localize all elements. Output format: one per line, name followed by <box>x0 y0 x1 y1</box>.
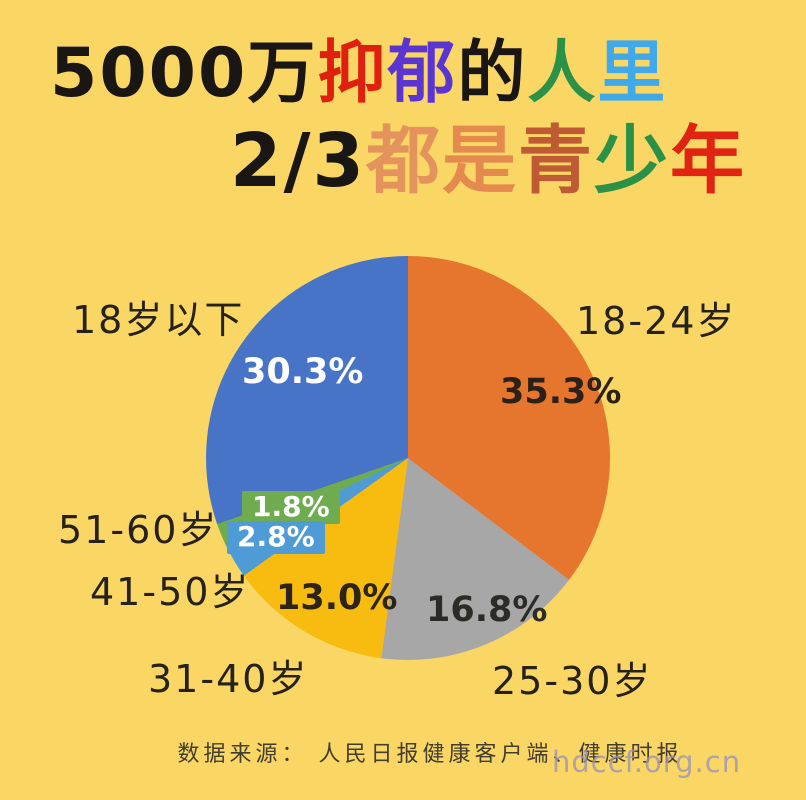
title-char: 里 <box>597 34 668 113</box>
title-line-2: 2/3都是青少年 <box>230 124 746 198</box>
pie-label-18-24: 18-24岁 <box>576 299 737 343</box>
pie-value-18-24: 35.3% <box>500 372 622 412</box>
pie-value-under-18: 30.3% <box>242 352 364 392</box>
title-char: 少 <box>594 118 671 204</box>
title-char: 青 <box>518 118 595 204</box>
pie-label-41-50: 41-50岁 <box>90 570 251 614</box>
title-char: 0 <box>99 34 149 113</box>
pie-value-41-50-callout: 2.8% <box>227 521 325 554</box>
pie-label-31-40: 31-40岁 <box>148 657 309 701</box>
title-char: 0 <box>148 34 198 113</box>
title-char: 的 <box>457 34 528 113</box>
title-char: 是 <box>442 118 519 204</box>
title-line-1: 5000万抑郁的人里 <box>50 40 667 108</box>
title-char: 人 <box>527 34 598 113</box>
pie-value-51-60-callout: 1.8% <box>242 491 340 524</box>
title-char: 2 <box>230 118 284 204</box>
title-char: 郁 <box>387 34 458 113</box>
pie-label-25-30: 25-30岁 <box>492 659 653 703</box>
watermark-text: hdccf.org.cn <box>552 745 742 779</box>
title-char: 抑 <box>317 34 388 113</box>
title-char: 万 <box>247 34 318 113</box>
title-char: 都 <box>366 118 443 204</box>
title-char: 3 <box>312 118 367 204</box>
title-char: / <box>283 118 313 204</box>
title-char: 5 <box>50 34 100 113</box>
pie-label-under-18: 18岁以下 <box>72 298 245 342</box>
data-source-text: 数据来源： 人民日报健康客户端、健康时报 <box>177 742 683 767</box>
pie-value-25-30: 16.8% <box>426 590 548 630</box>
pie-chart <box>206 256 610 660</box>
title-char: 0 <box>197 34 248 113</box>
title-char: 年 <box>670 118 747 204</box>
pie-label-51-60: 51-60岁 <box>58 508 219 552</box>
pie-value-31-40: 13.0% <box>276 578 398 618</box>
